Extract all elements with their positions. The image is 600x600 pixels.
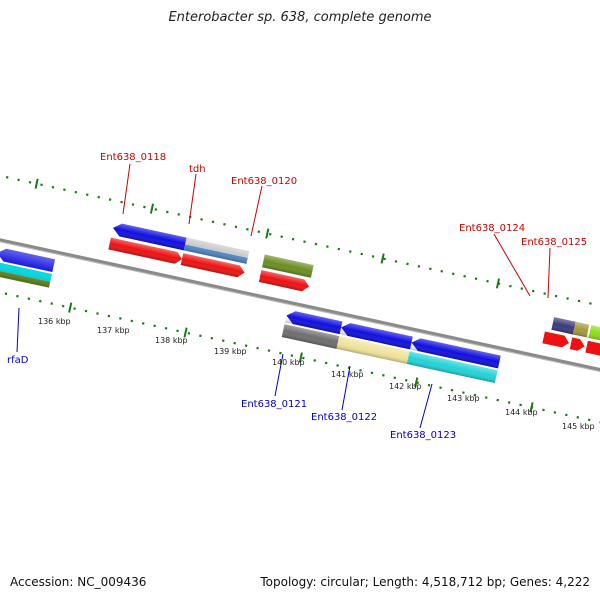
label-ent638-0122[interactable]: Ent638_0122 — [311, 412, 377, 423]
cds-right-1 — [585, 340, 600, 358]
upper-major-ticks — [34, 178, 500, 289]
tick-label-138: 138 kbp — [155, 336, 188, 345]
upper-leader-lines — [122, 163, 551, 299]
accession-text: Accession: NC_009436 — [10, 575, 147, 589]
lower-leader-lines — [16, 307, 433, 429]
label-ent638-0120[interactable]: Ent638_0120 — [231, 176, 297, 187]
label-ent638-0123[interactable]: Ent638_0123 — [390, 430, 456, 441]
label-ent638-0125[interactable]: Ent638_0125 — [521, 237, 587, 248]
tick-label-137: 137 kbp — [97, 326, 130, 335]
tick-label-145: 145 kbp — [562, 422, 595, 431]
tick-label-142: 142 kbp — [389, 382, 422, 391]
tick-label-141: 141 kbp — [331, 370, 364, 379]
cds-0124 — [542, 331, 570, 348]
upper-ruler — [0, 166, 600, 325]
label-ent638-0121[interactable]: Ent638_0121 — [241, 399, 307, 410]
label-ent638-0124[interactable]: Ent638_0124 — [459, 223, 525, 234]
label-tdh[interactable]: tdh — [189, 164, 206, 175]
genome-summary-text: Topology: circular; Length: 4,518,712 bp… — [260, 575, 590, 589]
tick-label-143: 143 kbp — [447, 394, 480, 403]
tick-label-136: 136 kbp — [38, 317, 71, 326]
tick-label-140: 140 kbp — [272, 358, 305, 367]
genome-title: Enterobacter sp. 638, complete genome — [168, 10, 432, 25]
genome-backbone — [0, 226, 600, 388]
genome-backbone-highlight — [0, 229, 600, 388]
label-rfad[interactable]: rfaD — [7, 355, 29, 366]
tick-label-144: 144 kbp — [505, 408, 538, 417]
lower-major-ticks — [68, 302, 534, 413]
tick-label-139: 139 kbp — [214, 347, 247, 356]
cds-0125 — [569, 337, 585, 351]
label-ent638-0118[interactable]: Ent638_0118 — [100, 152, 166, 163]
